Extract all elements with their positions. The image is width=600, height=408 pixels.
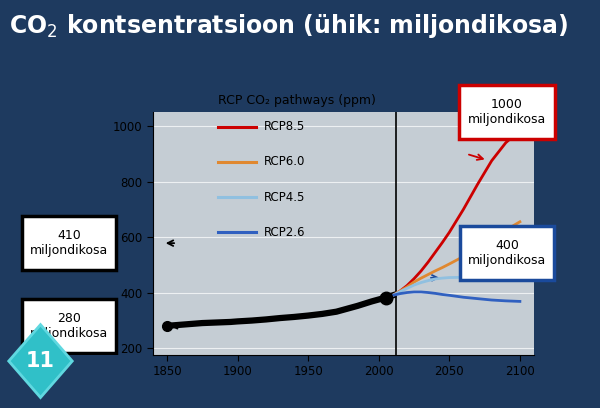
FancyBboxPatch shape [22,216,116,271]
FancyBboxPatch shape [460,226,554,280]
Text: 280
miljondikosa: 280 miljondikosa [30,312,108,340]
Text: CO$_2$ kontsentratsioon (ühik: miljondikosa): CO$_2$ kontsentratsioon (ühik: miljondik… [9,12,569,40]
FancyBboxPatch shape [22,299,116,353]
Polygon shape [9,325,72,397]
Text: 11: 11 [26,351,55,371]
FancyBboxPatch shape [458,85,556,140]
Text: RCP CO₂ pathways (ppm): RCP CO₂ pathways (ppm) [218,94,376,107]
Text: 1000
miljondikosa: 1000 miljondikosa [468,98,546,126]
Text: RCP4.5: RCP4.5 [263,191,305,204]
Text: RCP6.0: RCP6.0 [263,155,305,169]
Text: 410
miljondikosa: 410 miljondikosa [30,229,108,257]
Text: RCP8.5: RCP8.5 [263,120,305,133]
Text: RCP2.6: RCP2.6 [263,226,305,239]
Text: 400
miljondikosa: 400 miljondikosa [468,239,546,267]
